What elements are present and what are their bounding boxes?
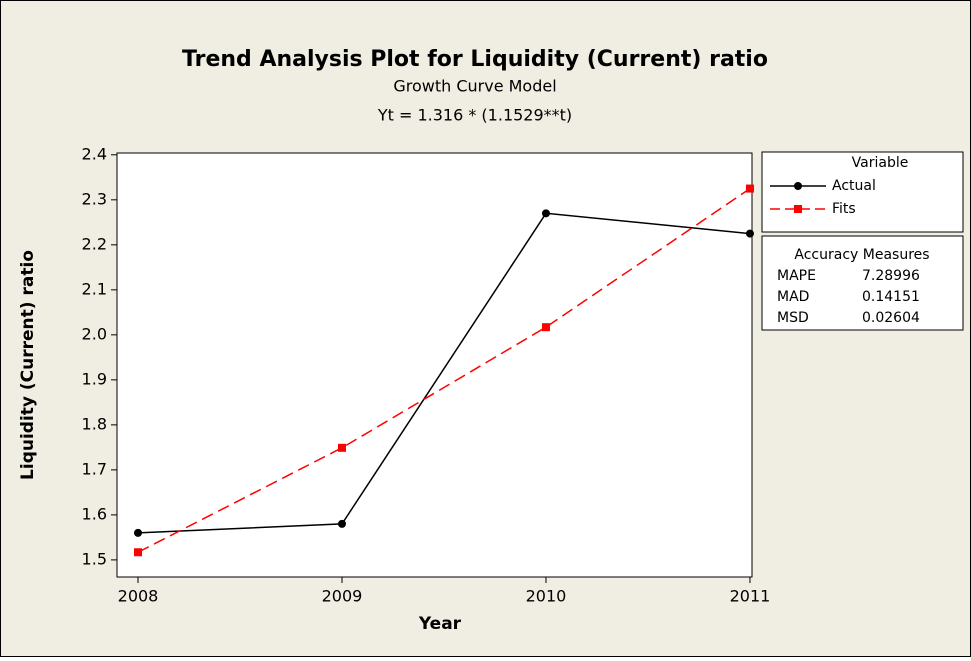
point	[337, 443, 346, 452]
legend-label: Fits	[832, 201, 856, 217]
point	[745, 229, 754, 238]
point	[541, 209, 550, 218]
x-tick-label: 2009	[322, 587, 363, 606]
y-tick-label: 1.5	[82, 549, 107, 568]
y-tick-label: 1.8	[82, 414, 107, 433]
equation: Yt = 1.316 * (1.1529**t)	[377, 106, 572, 125]
point	[337, 519, 346, 528]
y-tick-label: 2.4	[82, 144, 107, 163]
chart-subtitle: Growth Curve Model	[393, 77, 556, 96]
chart-title: Trend Analysis Plot for Liquidity (Curre…	[182, 47, 768, 72]
x-tick-label: 2008	[118, 587, 159, 606]
x-tick-label: 2011	[730, 587, 771, 606]
series-line	[137, 187, 751, 553]
legend-box	[761, 151, 964, 233]
legend-marker	[794, 205, 802, 213]
accuracy-title: Accuracy Measures	[794, 247, 929, 263]
measure-value: 0.14151	[862, 289, 920, 305]
legend-label: Actual	[832, 178, 876, 194]
y-tick-label: 1.7	[82, 459, 107, 478]
measure-value: 7.28996	[862, 268, 920, 284]
legend-title: Variable	[852, 155, 909, 171]
point	[134, 528, 143, 537]
y-tick-label: 2.1	[82, 279, 107, 298]
y-tick-label: 1.6	[82, 504, 107, 523]
y-tick-label: 1.9	[82, 369, 107, 388]
y-axis-label: Liquidity (Current) ratio	[18, 250, 38, 480]
measure-value: 0.02604	[862, 310, 920, 326]
measure-name: MSD	[777, 310, 809, 326]
series-line	[137, 212, 751, 534]
y-tick-label: 2.0	[82, 324, 107, 343]
point	[745, 184, 754, 193]
y-tick-label: 2.3	[82, 189, 107, 208]
x-tick-label: 2010	[526, 587, 567, 606]
y-tick-label: 2.2	[82, 234, 107, 253]
point	[134, 548, 143, 557]
point	[541, 323, 550, 332]
x-axis-label: Year	[418, 614, 462, 634]
legend-marker	[794, 182, 802, 190]
measure-name: MAD	[777, 289, 809, 305]
measure-name: MAPE	[777, 268, 816, 284]
accuracy-box	[761, 235, 964, 331]
